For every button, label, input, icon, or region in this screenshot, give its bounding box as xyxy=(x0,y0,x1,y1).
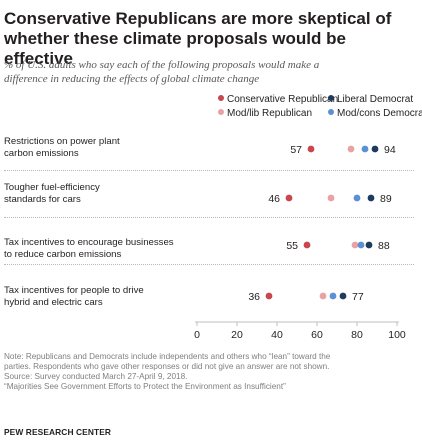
note-line: Note: Republicans and Democrats include … xyxy=(4,352,331,361)
data-point xyxy=(307,145,315,153)
legend-item-liberal-democrat: Liberal Democrat xyxy=(328,94,413,105)
data-label-max: 94 xyxy=(384,144,396,156)
row-divider xyxy=(4,170,414,171)
data-point xyxy=(365,241,373,249)
x-tick-label: 0 xyxy=(194,329,200,341)
data-point xyxy=(285,194,293,202)
data-label-min: 57 xyxy=(290,144,302,156)
legend-label-modcons-democrat: Mod/cons Democrat xyxy=(337,108,422,119)
x-tick-label: 20 xyxy=(231,329,243,341)
category-label-fuel-efficiency: Tougher fuel-efficiency standards for ca… xyxy=(4,182,100,206)
row-divider xyxy=(4,264,414,265)
data-point xyxy=(361,145,369,153)
data-label-max: 89 xyxy=(380,193,392,205)
category-line: Tougher fuel-efficiency xyxy=(4,182,100,193)
data-point xyxy=(353,194,361,202)
data-label-max: 77 xyxy=(352,291,364,303)
category-line: carbon emissions xyxy=(4,148,79,159)
category-line: hybrid and electric cars xyxy=(4,297,103,308)
data-label-min: 46 xyxy=(268,193,280,205)
x-tick-label: 60 xyxy=(311,329,323,341)
chart-subtitle: % of U.S. adults who say each of the fol… xyxy=(4,58,418,86)
row-divider xyxy=(4,217,414,218)
legend-item-modcons-democrat: Mod/cons Democrat xyxy=(328,108,422,119)
data-point xyxy=(319,292,327,300)
subtitle-line-2: difference in reducing the effects of gl… xyxy=(4,73,260,85)
data-label-min: 55 xyxy=(286,240,298,252)
data-point xyxy=(367,194,375,202)
category-line: standards for cars xyxy=(4,194,81,205)
data-point xyxy=(327,194,335,202)
x-tick-label: 100 xyxy=(388,329,406,341)
data-point xyxy=(347,145,355,153)
category-line: Tax incentives to encourage businesses xyxy=(4,237,174,248)
data-point xyxy=(329,292,337,300)
x-tick-label: 40 xyxy=(271,329,283,341)
x-tick-label: 80 xyxy=(351,329,363,341)
data-point xyxy=(371,145,379,153)
category-line: Tax incentives for people to drive xyxy=(4,285,144,296)
category-label-hybrid-incentives: Tax incentives for people to drive hybri… xyxy=(4,285,144,309)
legend-label-liberal-democrat: Liberal Democrat xyxy=(337,94,414,105)
subtitle-line-1: % of U.S. adults who say each of the fol… xyxy=(4,59,320,71)
pew-credit: PEW RESEARCH CENTER xyxy=(4,427,112,437)
legend-item-conservative-republican: Conservative Republican xyxy=(218,94,338,105)
legend-label-modlib-republican: Mod/lib Republican xyxy=(227,108,313,119)
category-line: to reduce carbon emissions xyxy=(4,249,122,260)
note-line: parties. Respondents who gave other resp… xyxy=(4,362,330,371)
source-line: Source: Survey conducted March 27-April … xyxy=(4,372,188,381)
category-label-business-incentives: Tax incentives to encourage businesses t… xyxy=(4,237,174,261)
legend-label-conservative-republican: Conservative Republican xyxy=(227,94,339,105)
title-line-2: whether these climate proposals would be… xyxy=(4,29,346,68)
chart-title: Conservative Republicans are more skepti… xyxy=(4,9,418,69)
data-point xyxy=(303,241,311,249)
legend-dot-liberal-democrat xyxy=(328,95,334,101)
data-label-min: 36 xyxy=(248,291,260,303)
data-point xyxy=(351,241,359,249)
title-line-1: Conservative Republicans are more skepti… xyxy=(4,9,392,28)
data-point xyxy=(339,292,347,300)
data-point xyxy=(265,292,273,300)
category-label-power-plant: Restrictions on power plant carbon emiss… xyxy=(4,136,120,160)
data-point xyxy=(357,241,365,249)
legend-item-modlib-republican: Mod/lib Republican xyxy=(218,108,312,119)
data-label-max: 88 xyxy=(378,240,390,252)
legend-dot-conservative-republican xyxy=(218,95,224,101)
legend-dot-modlib-republican xyxy=(218,109,224,115)
category-line: Restrictions on power plant xyxy=(4,136,120,147)
chart-notes: Note: Republicans and Democrats include … xyxy=(4,352,418,392)
report-title-line: “Majorities See Government Efforts to Pr… xyxy=(4,382,286,391)
legend-dot-modcons-democrat xyxy=(328,109,334,115)
